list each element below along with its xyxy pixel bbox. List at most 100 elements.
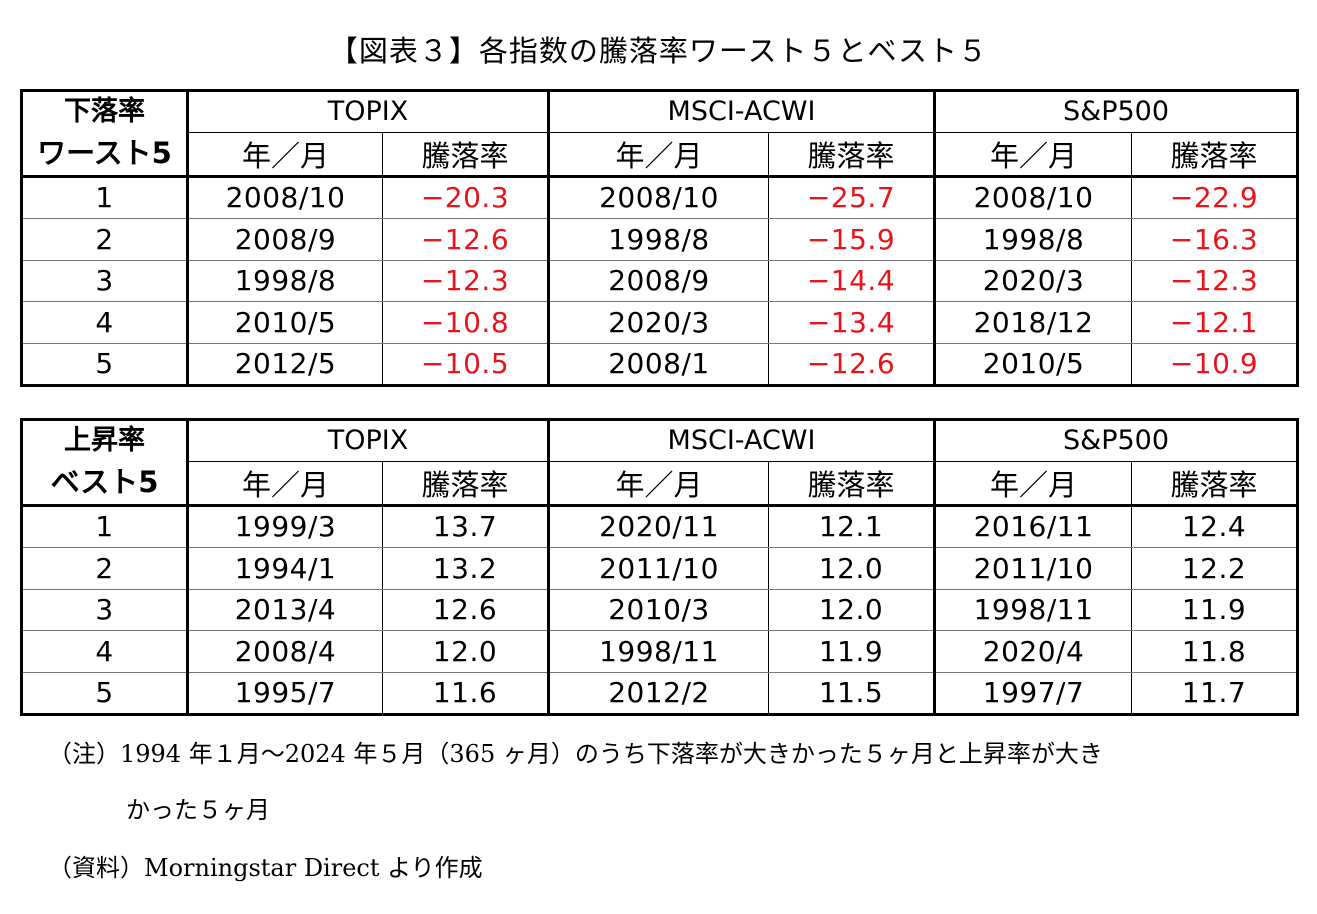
index-header-row: 上昇率 TOPIX MSCI-ACWI S&P500	[22, 419, 1298, 462]
rank-cell: 1	[21, 505, 188, 548]
msci-date-cell: 2008/10	[547, 176, 769, 219]
figure-title: 【図表３】各指数の騰落率ワースト５とベスト５	[328, 34, 989, 68]
msci-date-cell: 2010/3	[547, 589, 769, 631]
col-header-date: 年／月	[186, 461, 383, 507]
msci-value-cell: 11.5	[767, 672, 935, 715]
col-header-date: 年／月	[933, 461, 1132, 507]
sp500-date-cell: 2011/10	[933, 547, 1132, 590]
msci-date-cell: 2011/10	[547, 547, 769, 590]
row-label-line1: 下落率	[64, 96, 145, 127]
column-header-row: ワースト5 年／月 騰落率 年／月 騰落率 年／月 騰落率	[21, 132, 1298, 178]
topix-value-cell: 13.2	[382, 547, 549, 590]
index-header-msci: MSCI-ACWI	[546, 419, 935, 462]
row-label-line1: 上昇率	[64, 425, 145, 456]
source-note: （資料）Morningstar Direct より作成	[48, 854, 483, 882]
msci-value-cell: 12.0	[767, 589, 935, 631]
msci-value-cell: −15.9	[767, 218, 935, 261]
row-label-line2: ベスト5	[21, 461, 188, 507]
rank-cell: 4	[21, 301, 188, 344]
table-row: 4 2008/4 12.0 1998/11 11.9 2020/4 11.8	[21, 630, 1298, 673]
sp500-date-cell: 1998/11	[933, 589, 1132, 631]
sp500-date-cell: 1998/8	[933, 218, 1132, 261]
rank-cell: 2	[21, 218, 188, 261]
index-header-msci: MSCI-ACWI	[546, 90, 935, 133]
sp500-date-cell: 2008/10	[933, 176, 1132, 219]
row-label-line2: ワースト5	[21, 132, 188, 178]
msci-value-cell: 12.1	[767, 505, 935, 548]
worst5-table: 下落率 TOPIX MSCI-ACWI S&P500 ワースト5 年／月 騰落率…	[20, 89, 1300, 387]
msci-date-cell: 2020/3	[547, 301, 769, 344]
sp500-value-cell: 12.2	[1131, 547, 1298, 590]
best5-table: 上昇率 TOPIX MSCI-ACWI S&P500 ベスト5 年／月 騰落率 …	[20, 418, 1300, 716]
topix-value-cell: 12.6	[382, 589, 549, 631]
msci-value-cell: 12.0	[767, 547, 935, 590]
topix-date-cell: 2012/5	[186, 343, 383, 386]
msci-value-cell: −25.7	[767, 176, 935, 219]
table-body: 上昇率 TOPIX MSCI-ACWI S&P500 ベスト5 年／月 騰落率 …	[21, 419, 1298, 715]
col-header-value: 騰落率	[1131, 461, 1298, 507]
col-header-date: 年／月	[933, 132, 1132, 178]
index-header-sp500: S&P500	[933, 419, 1298, 462]
col-header-date: 年／月	[547, 132, 769, 178]
sp500-value-cell: −22.9	[1131, 176, 1298, 219]
table-row: 2 1994/1 13.2 2011/10 12.0 2011/10 12.2	[21, 547, 1298, 590]
table-row: 5 2012/5 −10.5 2008/1 −12.6 2010/5 −10.9	[22, 343, 1298, 386]
msci-date-cell: 2012/2	[547, 672, 769, 715]
topix-date-cell: 2010/5	[186, 301, 383, 344]
topix-value-cell: −12.3	[382, 260, 549, 302]
msci-date-cell: 1998/11	[547, 630, 769, 673]
topix-date-cell: 2008/10	[186, 176, 383, 219]
note-line1: （注）1994 年１月～2024 年５月（365 ヶ月）のうち下落率が大きかった…	[48, 740, 1103, 768]
sp500-value-cell: −10.9	[1131, 343, 1298, 386]
table-row: 1 2008/10 −20.3 2008/10 −25.7 2008/10 −22.9	[21, 176, 1298, 219]
topix-date-cell: 1994/1	[186, 547, 383, 590]
table-row: 1 1999/3 13.7 2020/11 12.1 2016/11 12.4	[21, 505, 1298, 548]
rank-cell: 3	[21, 589, 188, 631]
note-line2: かった５ヶ月	[126, 796, 270, 824]
sp500-date-cell: 2020/4	[933, 630, 1132, 673]
col-header-value: 騰落率	[1131, 132, 1298, 178]
topix-date-cell: 2008/9	[186, 218, 383, 261]
msci-value-cell: −14.4	[767, 260, 935, 302]
table-row: 5 1995/7 11.6 2012/2 11.5 1997/7 11.7	[22, 672, 1298, 715]
topix-value-cell: −10.8	[382, 301, 549, 344]
col-header-value: 騰落率	[767, 461, 935, 507]
index-header-sp500: S&P500	[933, 90, 1298, 133]
sp500-value-cell: 12.4	[1131, 505, 1298, 548]
col-header-date: 年／月	[547, 461, 769, 507]
msci-value-cell: −12.6	[767, 343, 935, 386]
rank-cell: 2	[21, 547, 188, 590]
sp500-value-cell: −16.3	[1131, 218, 1298, 261]
sp500-date-cell: 2010/5	[933, 343, 1132, 386]
rank-cell: 4	[21, 630, 188, 673]
topix-value-cell: −10.5	[382, 343, 549, 386]
index-header-row: 下落率 TOPIX MSCI-ACWI S&P500	[22, 90, 1298, 133]
sp500-value-cell: 11.7	[1131, 672, 1298, 715]
sp500-date-cell: 2020/3	[933, 260, 1132, 302]
topix-value-cell: 13.7	[382, 505, 549, 548]
topix-date-cell: 2008/4	[186, 630, 383, 673]
msci-date-cell: 2008/9	[547, 260, 769, 302]
topix-value-cell: −20.3	[382, 176, 549, 219]
sp500-date-cell: 2018/12	[933, 301, 1132, 344]
rank-cell: 5	[95, 676, 114, 710]
table-row: 3 2013/4 12.6 2010/3 12.0 1998/11 11.9	[21, 589, 1298, 631]
col-header-value: 騰落率	[767, 132, 935, 178]
topix-date-cell: 2013/4	[186, 589, 383, 631]
topix-date-cell: 1995/7	[186, 672, 383, 715]
msci-value-cell: 11.9	[767, 630, 935, 673]
msci-date-cell: 2008/1	[547, 343, 769, 386]
col-header-value: 騰落率	[382, 132, 549, 178]
topix-value-cell: −12.6	[382, 218, 549, 261]
sp500-value-cell: 11.8	[1131, 630, 1298, 673]
rank-cell: 5	[95, 347, 114, 381]
table-body: 下落率 TOPIX MSCI-ACWI S&P500 ワースト5 年／月 騰落率…	[21, 90, 1298, 386]
sp500-date-cell: 2016/11	[933, 505, 1132, 548]
table-row: 4 2010/5 −10.8 2020/3 −13.4 2018/12 −12.1	[21, 301, 1298, 344]
index-header-topix: TOPIX	[186, 419, 549, 462]
topix-value-cell: 11.6	[382, 672, 549, 715]
sp500-value-cell: 11.9	[1131, 589, 1298, 631]
sp500-date-cell: 1997/7	[933, 672, 1132, 715]
table-row: 3 1998/8 −12.3 2008/9 −14.4 2020/3 −12.3	[21, 260, 1298, 302]
rank-cell: 3	[21, 260, 188, 302]
